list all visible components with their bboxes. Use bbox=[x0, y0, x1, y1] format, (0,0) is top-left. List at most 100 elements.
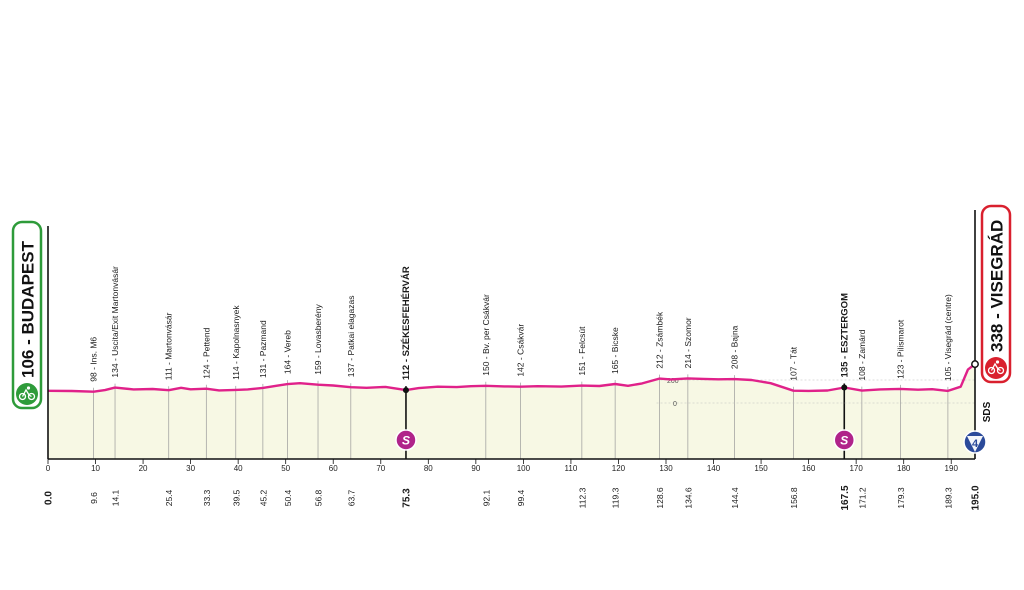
profile-area bbox=[48, 364, 975, 459]
bike-frame bbox=[990, 362, 1001, 372]
waypoint-km-label: 50.4 bbox=[283, 489, 293, 506]
x-tick-label: 100 bbox=[517, 464, 531, 473]
waypoint-km-label: 171.2 bbox=[857, 487, 867, 509]
major-waypoint-label: 112 - SZÉKESFEHÉRVÁR bbox=[401, 266, 412, 380]
x-tick-label: 0 bbox=[46, 464, 51, 473]
x-tick-label: 110 bbox=[565, 464, 578, 473]
waypoint-label: 131 - Pazmand bbox=[258, 320, 268, 378]
bike-wheel bbox=[18, 392, 27, 401]
x-tick-label: 150 bbox=[754, 464, 768, 473]
waypoint-label: 123 - Pilismarot bbox=[895, 319, 905, 379]
waypoint-label: 114 - Kapolnasnyek bbox=[231, 305, 241, 380]
start-marker-frame bbox=[11, 220, 43, 410]
waypoint-km-label: 112.3 bbox=[577, 487, 587, 508]
waypoint-km-label: 25.4 bbox=[164, 489, 174, 506]
finish-marker-label: 338 - VISEGRÁD bbox=[988, 220, 1007, 352]
cycling-icon bbox=[987, 360, 1005, 375]
waypoint-label: 164 - Vereb bbox=[283, 330, 293, 374]
waypoint-km-label: 179.3 bbox=[896, 487, 906, 509]
major-waypoint-label: 135 - ESZTERGOM bbox=[839, 293, 850, 378]
bike-rider-head bbox=[995, 360, 1000, 364]
waypoint-km-label: 56.8 bbox=[314, 489, 324, 506]
waypoint-label: 111 - Martonvásár bbox=[164, 312, 174, 380]
waypoint-label: 107 - Tát bbox=[788, 346, 798, 381]
waypoint-km-label: 63.7 bbox=[346, 489, 356, 506]
bike-frame bbox=[21, 388, 32, 398]
waypoint-km-label: 99.4 bbox=[516, 489, 526, 506]
waypoint-km-label: 39.5 bbox=[231, 489, 241, 506]
x-tick-label: 140 bbox=[707, 464, 721, 473]
finish-marker: 338 - VISEGRÁD bbox=[980, 204, 1012, 384]
waypoint-km-label: 195.0 bbox=[971, 485, 982, 510]
waypoint-label: 212 - Zsámbék bbox=[654, 311, 664, 368]
waypoint-km-label: 119.3 bbox=[611, 487, 621, 508]
waypoint-km-label: 33.3 bbox=[202, 489, 212, 506]
waypoint-km-label: 14.1 bbox=[111, 489, 121, 506]
sds-label: SDS bbox=[982, 401, 993, 422]
waypoint-km-label: 92.1 bbox=[481, 489, 491, 506]
x-tick-label: 50 bbox=[281, 464, 290, 473]
y-axis-label-0: 0 bbox=[673, 401, 677, 408]
waypoint-dot bbox=[841, 384, 848, 391]
waypoint-km-label: 45.2 bbox=[258, 489, 268, 506]
y-axis-label-200: 200 bbox=[667, 378, 679, 385]
waypoint-label: 159 - Lovasberény bbox=[313, 304, 323, 375]
x-tick-label: 170 bbox=[849, 464, 863, 473]
x-tick-label: 80 bbox=[424, 464, 433, 473]
x-tick-label: 70 bbox=[376, 464, 385, 473]
waypoint-label: 108 - Zamárd bbox=[857, 329, 867, 380]
waypoint-dot bbox=[402, 387, 409, 394]
bike-wheel bbox=[996, 366, 1005, 375]
sprint-badge-label: S bbox=[840, 434, 848, 448]
waypoint-km-label: 144.4 bbox=[730, 487, 740, 509]
waypoint-label: 142 - Csákvár bbox=[516, 324, 526, 377]
waypoint-km-label: 189.3 bbox=[943, 487, 953, 509]
waypoint-label: 98 - Ins. M6 bbox=[89, 337, 99, 382]
waypoint-km-label: 75.3 bbox=[401, 488, 412, 508]
x-tick-label: 90 bbox=[471, 464, 480, 473]
bike-rider-head bbox=[26, 386, 31, 390]
x-tick-label: 10 bbox=[91, 464, 100, 473]
finish-badge-triangle bbox=[967, 436, 983, 452]
waypoint-label: 137 - Patkai elagazas bbox=[346, 295, 356, 377]
waypoint-km-label: 134.6 bbox=[683, 487, 693, 509]
x-tick-label: 160 bbox=[802, 464, 816, 473]
cycling-icon bbox=[18, 386, 36, 401]
start-marker: 106 - BUDAPEST bbox=[11, 220, 43, 410]
waypoint-km-label: 128.6 bbox=[655, 487, 665, 509]
waypoint-label: 165 - Bicske bbox=[610, 327, 620, 374]
x-tick-label: 130 bbox=[659, 464, 673, 473]
x-tick-label: 60 bbox=[329, 464, 338, 473]
x-tick-label: 30 bbox=[186, 464, 195, 473]
waypoint-km-label: 167.5 bbox=[840, 485, 851, 510]
waypoint-km-label: 9.6 bbox=[89, 492, 99, 504]
x-tick-label: 120 bbox=[612, 464, 626, 473]
waypoint-label: 105 - Visegrád (centre) bbox=[943, 294, 953, 381]
profile-line bbox=[47, 363, 976, 393]
waypoint-label: 208 - Bajna bbox=[729, 325, 739, 369]
bike-wheel bbox=[987, 366, 996, 375]
waypoint-label: 214 - Szomor bbox=[683, 317, 693, 368]
bike-wheel bbox=[27, 392, 36, 401]
start-marker-icon-bg bbox=[16, 383, 38, 405]
sprint-badge bbox=[395, 429, 417, 451]
waypoint-label: 151 - Felcsút bbox=[577, 326, 587, 376]
x-tick-label: 190 bbox=[945, 464, 959, 473]
finish-badge-number: 4 bbox=[972, 438, 979, 450]
finish-marker-icon-bg bbox=[985, 357, 1007, 379]
sprint-badge-label: S bbox=[402, 434, 410, 448]
waypoint-label: 134 - Uscita/Exit Martonvásár bbox=[110, 266, 120, 378]
sprint-badge bbox=[833, 429, 856, 451]
x-tick-label: 40 bbox=[234, 464, 243, 473]
waypoint-km-label: 156.8 bbox=[789, 487, 799, 509]
finish-dot bbox=[971, 360, 979, 369]
waypoint-label: 150 - Bv. per Csákvár bbox=[481, 294, 491, 376]
x-tick-label: 180 bbox=[897, 464, 911, 473]
finish-marker-frame bbox=[980, 204, 1012, 384]
waypoint-km-label: 0.0 bbox=[44, 491, 55, 505]
waypoint-label: 124 - Pettend bbox=[201, 327, 211, 378]
x-tick-label: 20 bbox=[139, 464, 148, 473]
start-marker-label: 106 - BUDAPEST bbox=[19, 240, 38, 378]
